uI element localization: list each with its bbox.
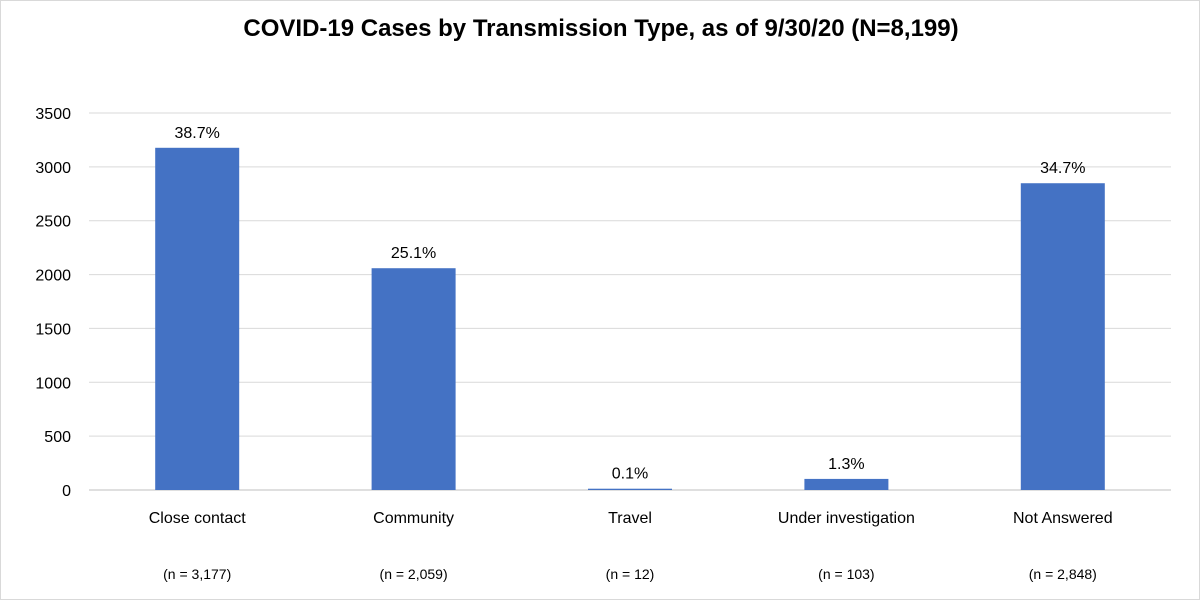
count-label: (n = 12)	[606, 566, 655, 582]
category-label: Community	[373, 510, 454, 527]
y-tick-label: 2000	[35, 268, 71, 285]
y-tick-label: 3500	[35, 106, 71, 123]
data-label: 34.7%	[1040, 160, 1085, 177]
data-label: 0.1%	[612, 466, 648, 483]
category-label: Under investigation	[778, 510, 915, 527]
gridlines	[89, 112, 1171, 491]
y-tick-label: 0	[62, 483, 71, 500]
count-label: (n = 3,177)	[163, 566, 231, 582]
y-axis: 0 500 1000 1500 2000 2500 3000 3500	[35, 106, 71, 500]
bars	[155, 147, 1105, 490]
bar	[588, 488, 672, 490]
y-tick-label: 3000	[35, 160, 71, 177]
category-label: Not Answered	[1013, 510, 1113, 527]
count-label: (n = 2,848)	[1029, 566, 1097, 582]
bar	[804, 478, 889, 490]
count-label: (n = 103)	[818, 566, 874, 582]
chart-title: COVID-19 Cases by Transmission Type, as …	[243, 15, 959, 42]
data-label: 1.3%	[828, 456, 864, 473]
data-labels: 38.7% 25.1% 0.1% 1.3% 34.7%	[175, 125, 1086, 483]
bar	[155, 147, 240, 490]
data-label: 25.1%	[391, 245, 436, 262]
data-label: 38.7%	[175, 125, 220, 142]
x-axis: Close contact (n = 3,177) Community (n = 2,…	[149, 510, 1113, 582]
category-label: Close contact	[149, 510, 246, 527]
category-label: Travel	[608, 510, 652, 527]
y-tick-label: 2500	[35, 214, 71, 231]
bar	[1020, 183, 1105, 490]
y-tick-label: 1500	[35, 321, 71, 338]
y-tick-label: 500	[44, 429, 71, 446]
bar	[371, 268, 456, 490]
y-tick-label: 1000	[35, 375, 71, 392]
count-label: (n = 2,059)	[380, 566, 448, 582]
